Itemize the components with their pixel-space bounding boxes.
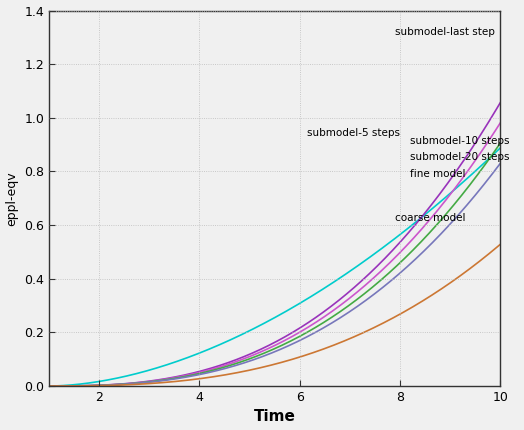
X-axis label: Time: Time [254, 409, 296, 424]
Text: submodel-10 steps: submodel-10 steps [410, 135, 509, 146]
Text: submodel-last step: submodel-last step [395, 27, 495, 37]
Text: submodel-20 steps: submodel-20 steps [410, 152, 509, 162]
Y-axis label: eppl-eqv: eppl-eqv [6, 171, 18, 226]
Text: coarse model: coarse model [395, 213, 465, 224]
Text: submodel-5 steps: submodel-5 steps [307, 128, 400, 138]
Text: fine model: fine model [410, 169, 465, 179]
